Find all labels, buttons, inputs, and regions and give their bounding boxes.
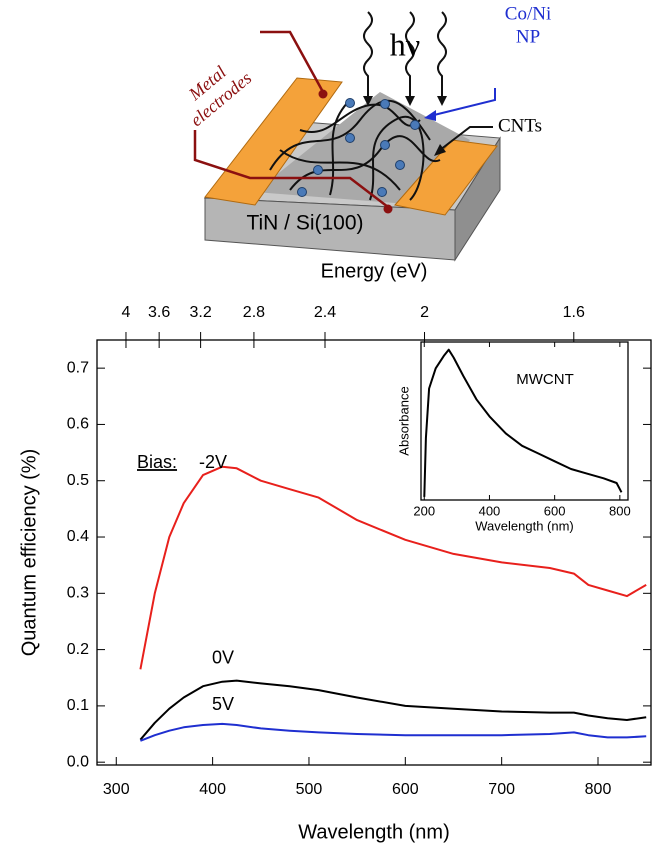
y-axis-title: Absorbance [396, 386, 411, 455]
schematic: hν Co/Ni NP CNTs Metal electrodes TiN / … [173, 3, 551, 260]
lead-contact [319, 90, 328, 99]
cnt-label: CNTs [498, 115, 542, 136]
np-pointer [430, 88, 495, 116]
x2-tick-label: 3.2 [189, 304, 211, 321]
photon-label: hν [390, 26, 420, 62]
np-label: NP [516, 26, 540, 47]
particle [298, 188, 307, 197]
x-tick-label: 400 [199, 781, 226, 798]
annotation: Bias: [137, 452, 177, 472]
x-tick-label: 200 [413, 503, 435, 518]
x2-tick-label: 2.4 [314, 304, 336, 321]
data-line [140, 724, 646, 741]
particle [346, 99, 355, 108]
particle [381, 141, 390, 150]
series-label: 0V [212, 647, 234, 667]
x2-tick-label: 2 [420, 304, 429, 321]
y-tick-label: 0.7 [67, 359, 89, 376]
x-tick-label: 500 [296, 781, 323, 798]
y-axis-title: Quantum efficiency (%) [18, 449, 40, 657]
particle [346, 134, 355, 143]
x-tick-label: 300 [103, 781, 130, 798]
arrowhead [405, 96, 415, 106]
particle [396, 161, 405, 170]
electrode-label: Metal electrodes [173, 52, 256, 131]
lead-contact [384, 205, 393, 214]
y-tick-label: 0.0 [67, 753, 89, 770]
particle [411, 121, 420, 130]
photon-wave [438, 12, 446, 96]
y-tick-label: 0.4 [67, 528, 89, 545]
series-label: 5V [212, 694, 234, 714]
particle [381, 100, 390, 109]
figure: hν Co/Ni NP CNTs Metal electrodes TiN / … [0, 0, 663, 853]
x-axis-title: Wavelength (nm) [298, 821, 450, 843]
x-axis-title: Wavelength (nm) [475, 518, 574, 533]
y-tick-label: 0.1 [67, 697, 89, 714]
inset-title: MWCNT [516, 371, 573, 388]
x-tick-label: 600 [392, 781, 419, 798]
y-tick-label: 0.5 [67, 472, 89, 489]
x-tick-label: 800 [585, 781, 612, 798]
photon-wave [364, 12, 372, 96]
x2-axis-title: Energy (eV) [321, 260, 428, 282]
page: hν Co/Ni NP CNTs Metal electrodes TiN / … [0, 0, 663, 853]
substrate-label: TiN / Si(100) [246, 212, 363, 235]
y-tick-label: 0.6 [67, 416, 89, 433]
x-tick-label: 700 [488, 781, 515, 798]
plots: 300 400 500 600 700 800 0.0 0.1 0.2 0.3 0.4 0.5 0.6 0… [18, 260, 651, 843]
x2-tick-label: 4 [122, 304, 131, 321]
x-tick-label: 800 [609, 503, 631, 518]
particle [378, 188, 387, 197]
x2-tick-label: 3.6 [148, 304, 170, 321]
x2-tick-label: 1.6 [563, 304, 585, 321]
arrowhead [437, 96, 447, 106]
series-label: -2V [199, 452, 227, 472]
y-tick-label: 0.3 [67, 585, 89, 602]
x-tick-label: 400 [479, 503, 501, 518]
np-label: Co/Ni [505, 3, 551, 24]
x-tick-label: 600 [544, 503, 566, 518]
x2-tick-label: 2.8 [243, 304, 265, 321]
y-tick-label: 0.2 [67, 641, 89, 658]
particle [314, 166, 323, 175]
